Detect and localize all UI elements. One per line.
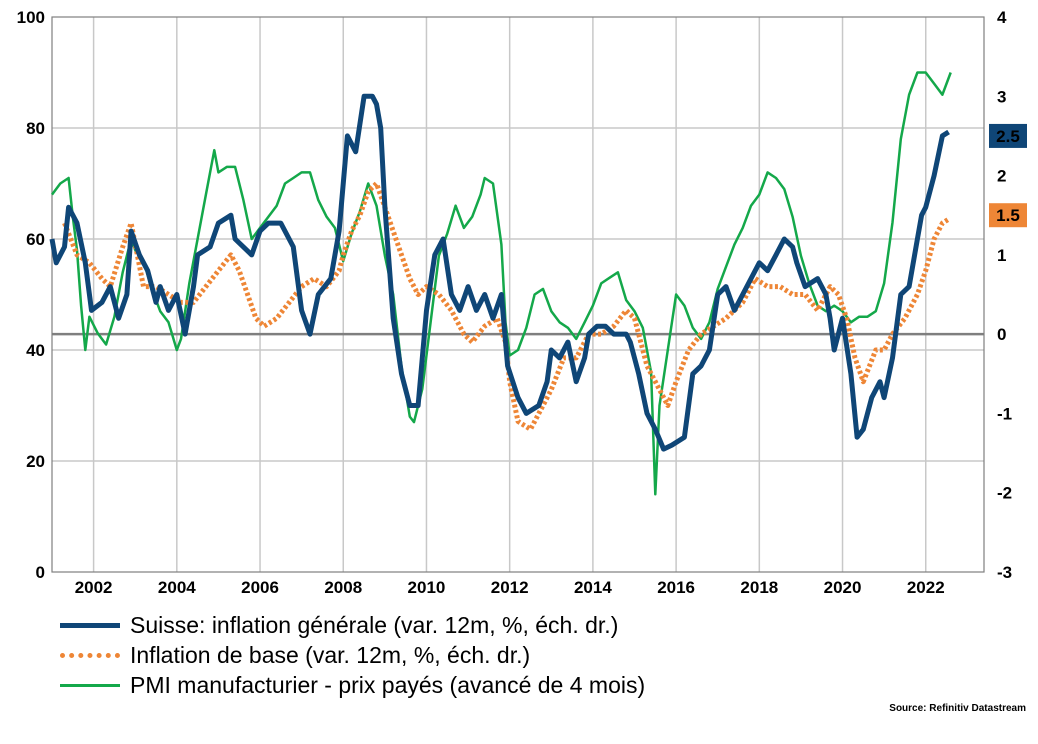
legend: Suisse: inflation générale (var. 12m, %,… xyxy=(60,610,645,700)
x-tick-label: 2014 xyxy=(574,578,612,597)
x-tick-label: 2020 xyxy=(824,578,862,597)
legend-label-headline: Suisse: inflation générale (var. 12m, %,… xyxy=(130,611,619,638)
legend-label-pmi: PMI manufacturier - prix payés (avancé d… xyxy=(130,671,646,698)
right-y-tick-label: -1 xyxy=(997,404,1012,423)
series-lines xyxy=(49,71,952,496)
left-y-tick-label: 80 xyxy=(26,119,45,138)
x-tick-label: 2022 xyxy=(907,578,945,597)
right-y-tick-label: 2 xyxy=(997,167,1006,186)
value-labels: 2.5 1.5 xyxy=(989,123,1027,228)
value-label-text: 1.5 xyxy=(996,206,1020,225)
x-axis: 2002 2004 2006 2008 2010 2012 2014 2016 2018 2020… xyxy=(75,578,945,597)
x-tick-label: 2016 xyxy=(657,578,695,597)
right-y-tick-label: -3 xyxy=(997,563,1012,582)
x-tick-label: 2018 xyxy=(740,578,778,597)
source-note: Source: Refinitiv Datastream xyxy=(889,703,1026,714)
left-y-tick-label: 60 xyxy=(26,230,45,249)
right-y-tick-label: -2 xyxy=(997,484,1012,503)
x-tick-label: 2002 xyxy=(75,578,113,597)
legend-item-headline: Suisse: inflation générale (var. 12m, %,… xyxy=(60,610,645,640)
value-label-box-headline xyxy=(989,123,1027,148)
line-core-inflation xyxy=(62,181,950,432)
legend-swatch-pmi xyxy=(60,683,120,687)
right-y-tick-label: 4 xyxy=(997,8,1007,27)
x-tick-label: 2004 xyxy=(158,578,196,597)
left-y-tick-label: 0 xyxy=(36,563,45,582)
left-y-tick-label: 100 xyxy=(17,8,45,27)
right-y-tick-label: 0 xyxy=(997,325,1006,344)
right-y-tick-label: 1 xyxy=(997,246,1006,265)
legend-swatch-headline xyxy=(60,622,120,628)
left-y-axis: 0 20 40 60 80 100 xyxy=(17,8,45,582)
left-y-tick-label: 20 xyxy=(26,452,45,471)
right-y-tick-label: 3 xyxy=(997,87,1006,106)
legend-item-pmi: PMI manufacturier - prix payés (avancé d… xyxy=(60,670,645,700)
x-tick-label: 2008 xyxy=(324,578,362,597)
legend-swatch-core xyxy=(60,652,120,658)
x-tick-label: 2006 xyxy=(241,578,279,597)
chart: 2002 2004 2006 2008 2010 2012 2014 2016 2018 2020… xyxy=(17,8,1027,597)
value-label-text: 2.5 xyxy=(996,127,1020,146)
legend-item-core: Inflation de base (var. 12m, %, éch. dr.… xyxy=(60,640,645,670)
x-tick-label: 2012 xyxy=(491,578,529,597)
legend-label-core: Inflation de base (var. 12m, %, éch. dr.… xyxy=(130,641,531,668)
x-tick-label: 2010 xyxy=(408,578,446,597)
line-headline-inflation xyxy=(49,93,950,452)
value-label-box-core xyxy=(989,203,1027,228)
grid-lines xyxy=(52,17,984,572)
right-y-axis: -3 -2 -1 0 1 2 3 4 xyxy=(997,8,1012,582)
left-y-tick-label: 40 xyxy=(26,341,45,360)
